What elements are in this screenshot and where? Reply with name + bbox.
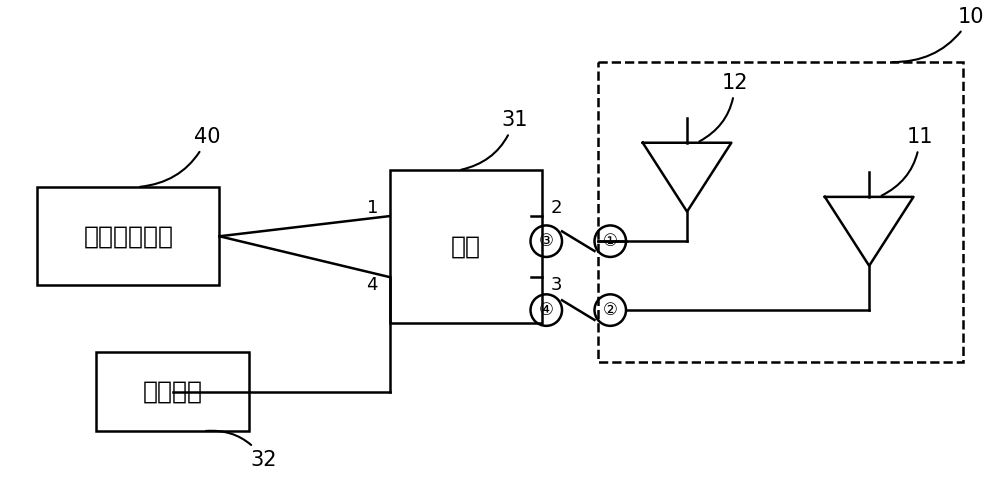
Bar bbox=[598, 62, 963, 362]
Text: ①: ① bbox=[603, 232, 618, 250]
Text: ③: ③ bbox=[539, 232, 554, 250]
Text: 40: 40 bbox=[140, 127, 221, 187]
Text: 信号接收单元: 信号接收单元 bbox=[83, 224, 173, 248]
Bar bbox=[390, 170, 542, 323]
Text: 10: 10 bbox=[893, 6, 984, 62]
Text: 3: 3 bbox=[550, 276, 562, 294]
Text: 电桥负载: 电桥负载 bbox=[143, 380, 203, 404]
Text: 31: 31 bbox=[461, 110, 527, 170]
Text: 2: 2 bbox=[550, 199, 562, 217]
Text: 32: 32 bbox=[206, 431, 277, 470]
Text: 1: 1 bbox=[367, 199, 378, 217]
Text: ④: ④ bbox=[539, 301, 554, 319]
Text: 4: 4 bbox=[366, 276, 378, 294]
Text: 11: 11 bbox=[882, 127, 933, 196]
Bar bbox=[37, 187, 219, 286]
Text: 电桥: 电桥 bbox=[451, 235, 481, 258]
Bar bbox=[96, 352, 249, 431]
Text: 12: 12 bbox=[699, 73, 748, 142]
Text: ②: ② bbox=[603, 301, 618, 319]
